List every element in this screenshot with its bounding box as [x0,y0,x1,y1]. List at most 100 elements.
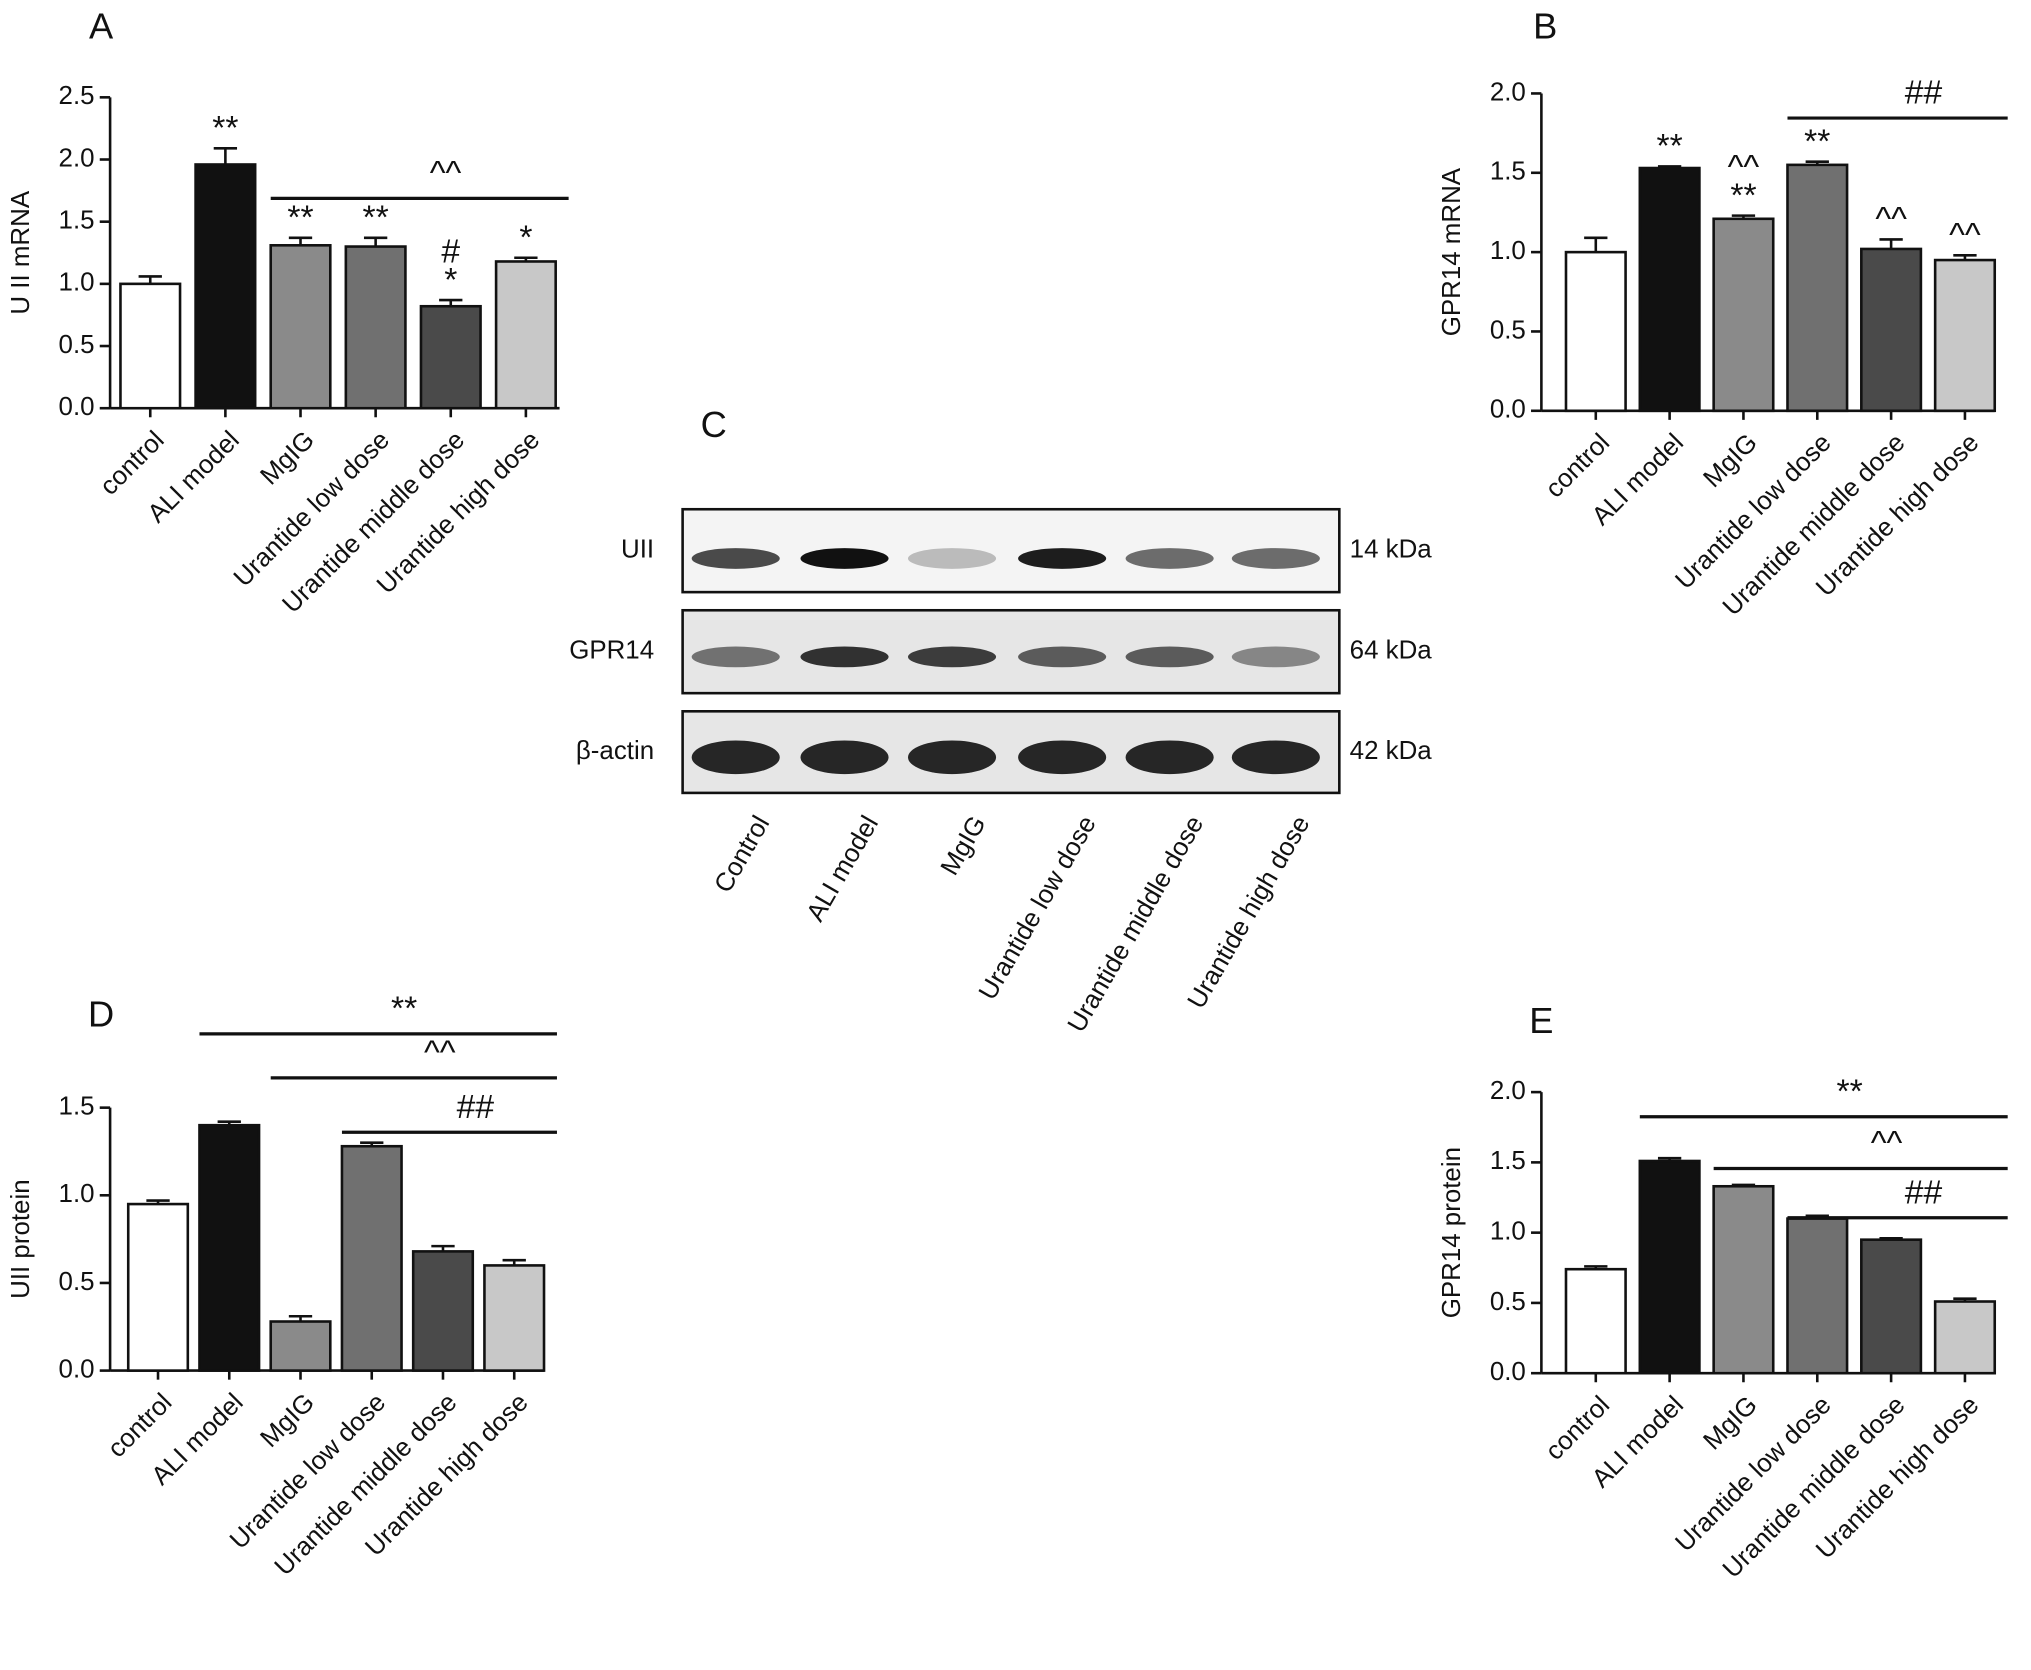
significance-mark: ** [1804,123,1830,160]
blot-lane-label: Control [709,811,775,897]
y-tick-label: 0.0 [59,393,95,421]
bar [1860,247,1923,413]
significance-mark: * [519,220,532,257]
blot-band [800,646,889,668]
comparison-mark: ## [1905,75,1943,112]
comparison-mark: ^^ [1871,1125,1903,1162]
bar [1786,163,1849,413]
significance-mark: # [441,233,460,270]
y-tick-label: 1.0 [59,1180,95,1208]
blot-band [691,646,780,668]
panel-label: A [89,5,114,46]
y-tick-label: 1.5 [59,1093,95,1121]
panel-label: E [1529,1000,1553,1041]
y-tick-label: 2.0 [1490,1077,1526,1105]
bar [1564,250,1627,413]
bar [1638,166,1701,413]
significance-mark: ** [1657,128,1683,165]
blot-band [1018,548,1107,569]
blot-band [1018,740,1107,775]
blot-row-label: UII [621,536,654,564]
blot-band [800,548,889,569]
y-tick-label: 0.5 [59,1268,95,1296]
significance-mark: ** [212,110,238,147]
y-axis-title: U II mRNA [7,190,35,314]
blot-band [907,740,997,775]
bar [1712,217,1775,413]
bar [1860,1238,1923,1375]
comparison-mark: ^^ [430,155,462,192]
blot-size-label: 42 kDa [1350,737,1433,765]
blot-band [1231,646,1320,668]
comparison-mark: ^^ [424,1034,456,1071]
blot-lane-label: Urantide low dose [974,811,1102,1004]
bar [198,1123,261,1372]
blot-row-label: β-actin [576,737,654,765]
bar [340,1144,403,1372]
blot-band [1125,740,1214,775]
y-tick-label: 2.0 [59,144,95,172]
bar [483,1264,546,1372]
blot-band [800,740,889,775]
y-axis-title: GPR14 protein [1438,1147,1466,1318]
bar [344,245,407,410]
bar [1786,1217,1849,1375]
significance-mark: * [444,262,457,299]
y-axis-title: UII protein [7,1179,35,1298]
blot-row-label: GPR14 [569,637,654,665]
bar [1933,258,1997,413]
x-tick-label: MgIG [255,426,320,491]
blot-band [1125,646,1214,668]
blot-band [907,646,997,668]
blot-lane-label: ALI model [802,811,885,926]
y-tick-label: 1.0 [1490,237,1526,265]
bar [411,1250,475,1372]
y-tick-label: 1.5 [59,207,95,235]
bar [1638,1159,1701,1375]
y-tick-label: 2.5 [59,82,95,110]
significance-mark: ^^ [1728,149,1760,186]
blot-band [907,548,997,569]
blot-strip [681,710,1341,795]
y-tick-label: 1.5 [1490,158,1526,186]
bar [269,1320,332,1372]
y-tick-label: 1.5 [1490,1147,1526,1175]
y-tick-label: 1.0 [59,269,95,297]
bar [419,304,482,410]
y-tick-label: 0.5 [1490,1288,1526,1316]
panel-label: D [88,994,114,1035]
y-axis-title: GPR14 mRNA [1438,167,1466,336]
x-tick-label: control [95,426,170,501]
blot-lane-label: MgIG [936,811,992,880]
y-tick-label: 0.5 [59,331,95,359]
blot-band [1018,646,1107,668]
blot-size-label: 64 kDa [1350,637,1433,665]
y-tick-label: 1.0 [1490,1217,1526,1245]
panel-label: B [1533,5,1557,46]
x-tick-label: MgIG [1698,429,1763,494]
y-tick-label: 2.0 [1490,78,1526,106]
blot-band [691,548,780,569]
comparison-mark: ** [391,990,417,1027]
blot-band [1231,740,1320,775]
y-tick-label: 0.5 [1490,316,1526,344]
significance-mark: ** [1730,177,1756,214]
bar [1933,1300,1997,1375]
bar [194,163,257,410]
blot-lane-label: Urantide high dose [1183,811,1316,1013]
blot-strip [681,608,1341,695]
blot-strip [681,507,1341,594]
significance-mark: ** [287,200,313,237]
bar [269,244,332,410]
comparison-mark: ** [1837,1073,1863,1110]
panel-label: C [701,404,727,445]
blot-band [1231,548,1320,569]
comparison-mark: ## [1905,1174,1943,1211]
bar [1564,1267,1627,1375]
bar [119,282,182,410]
x-tick-label: MgIG [255,1388,320,1453]
bar [126,1202,190,1372]
bar [494,260,557,410]
